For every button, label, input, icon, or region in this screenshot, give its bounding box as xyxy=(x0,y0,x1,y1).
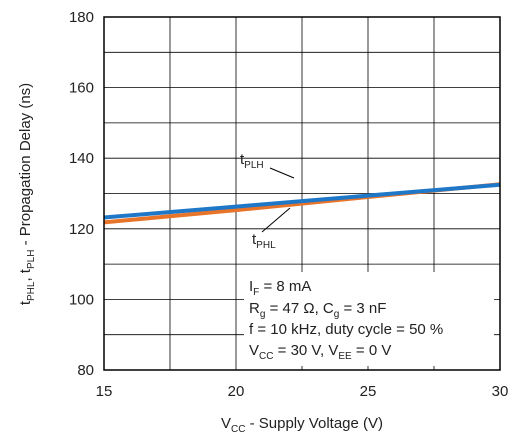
conditions-box xyxy=(244,272,494,366)
condition-vcc-vee: VCC = 30 V, VEE = 0 V xyxy=(249,342,391,362)
y-tick-label: 100 xyxy=(69,291,94,308)
tick-labels: 15 20 25 30 80 100 120 140 160 180 xyxy=(69,9,508,400)
tphl-series-label: tPHL xyxy=(252,231,276,251)
y-tick-label: 160 xyxy=(69,80,94,97)
y-tick-label: 120 xyxy=(69,221,94,238)
y-tick-label: 80 xyxy=(77,362,94,379)
x-tick-label: 15 xyxy=(96,383,113,400)
condition-frequency: f = 10 kHz, duty cycle = 50 % xyxy=(249,321,443,338)
x-tick-label: 20 xyxy=(228,383,245,400)
y-axis-label: tPHL, tPLH - Propagation Delay (ns) xyxy=(17,83,37,305)
tplh-series-label: tPLH xyxy=(240,151,264,171)
condition-rg-cg: Rg = 47 Ω, Cg = 3 nF xyxy=(249,300,386,320)
tplh-leader-line xyxy=(269,167,295,179)
x-axis-label: VCC - Supply Voltage (V) xyxy=(221,415,383,435)
y-tick-label: 180 xyxy=(69,9,94,26)
grid-lines xyxy=(104,17,500,370)
y-tick-label: 140 xyxy=(69,150,94,167)
x-tick-label: 30 xyxy=(492,383,509,400)
tphl-leader-line xyxy=(261,207,291,233)
series-group xyxy=(103,182,501,225)
x-tick-label: 25 xyxy=(360,383,377,400)
plot-frame xyxy=(103,16,501,371)
series-line-tplh xyxy=(103,182,501,220)
condition-if: IF = 8 mA xyxy=(249,278,311,298)
